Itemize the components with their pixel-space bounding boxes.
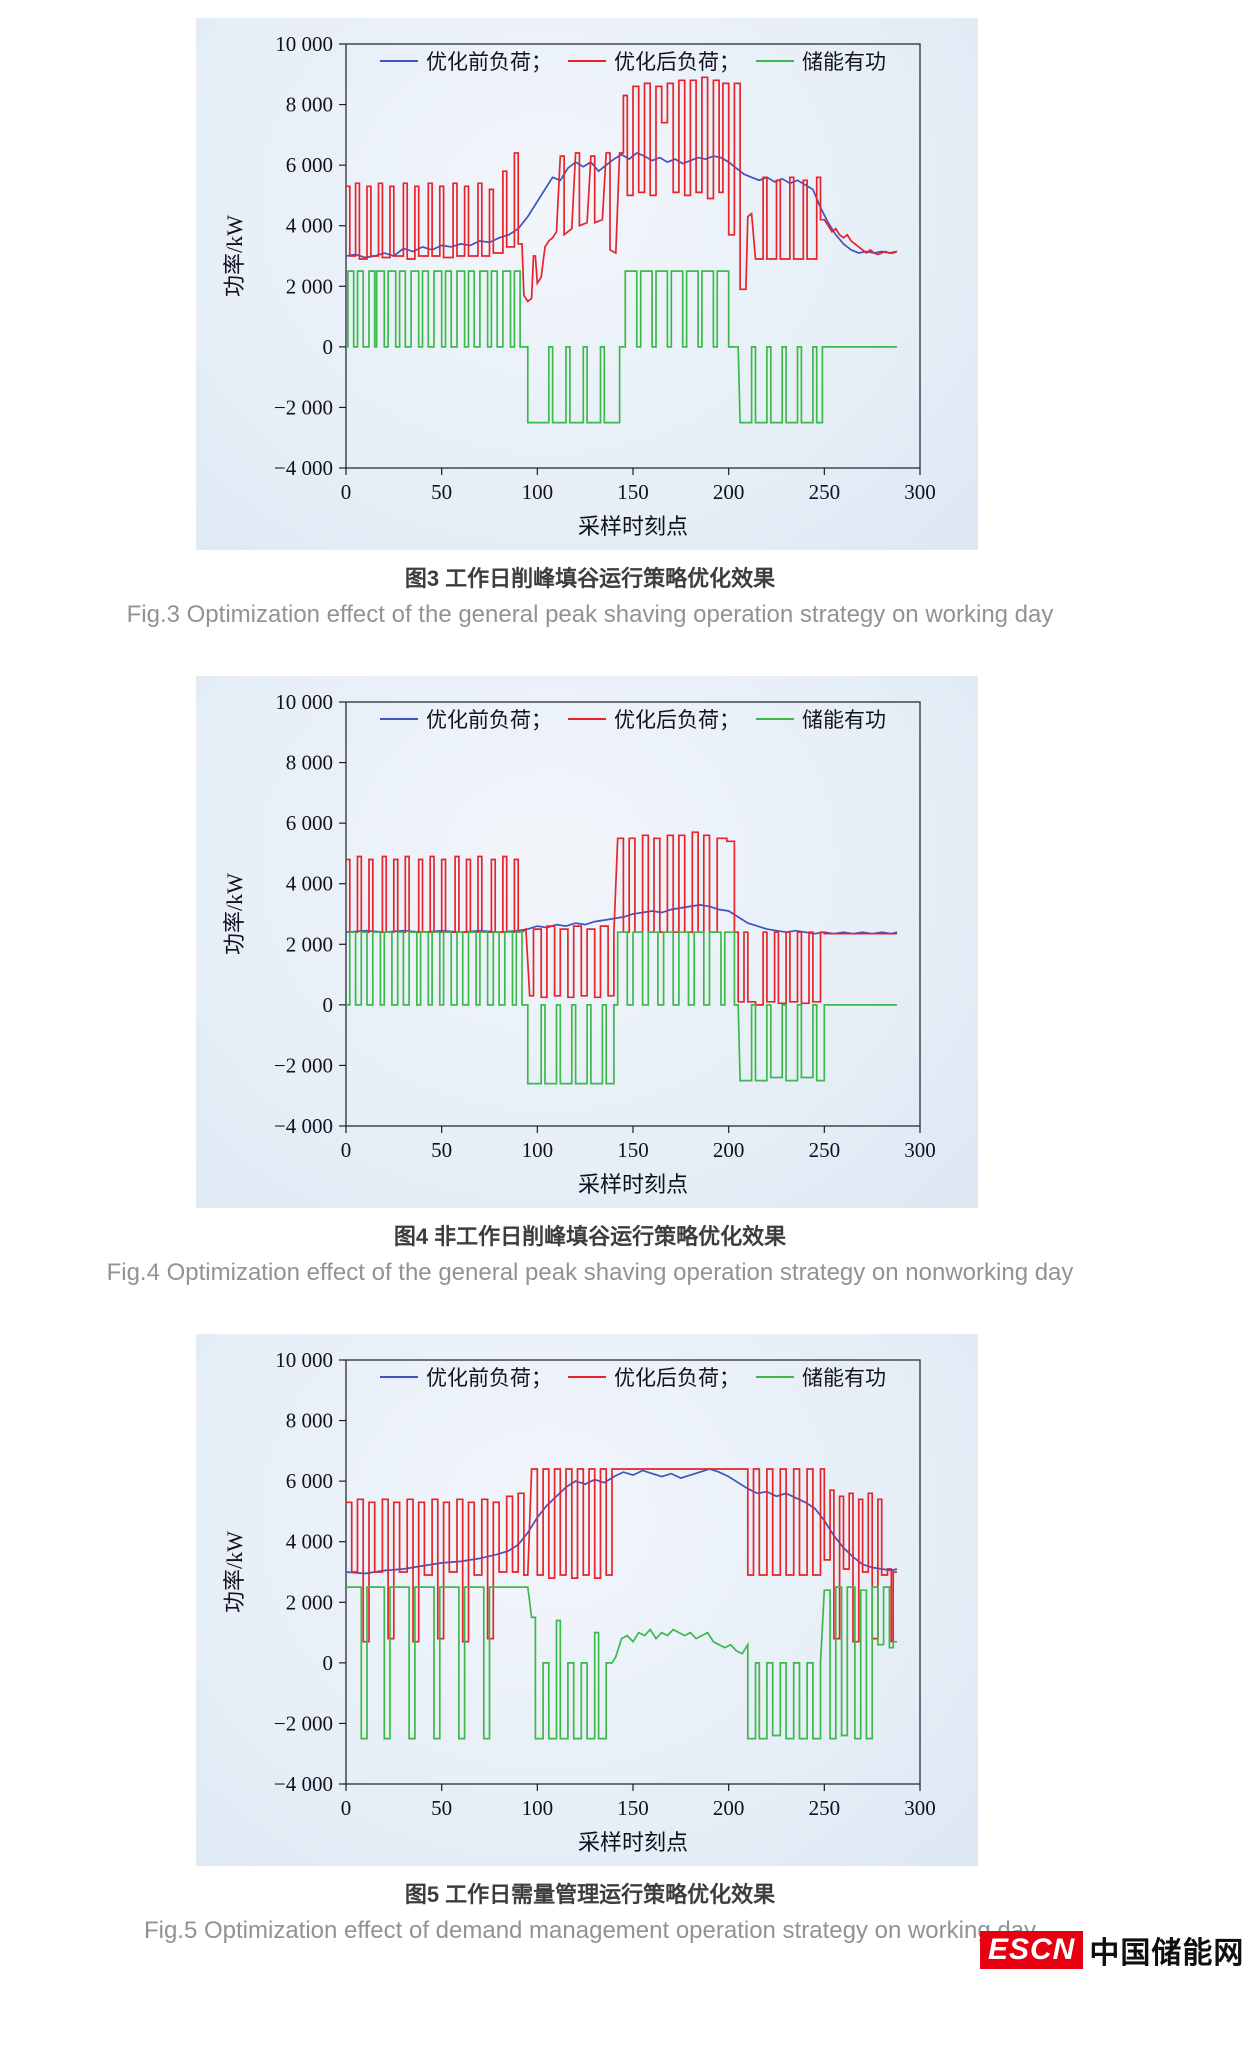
series-line-1	[346, 76, 898, 303]
y-tick-label: 4 000	[286, 214, 333, 238]
x-tick-label: 50	[431, 1138, 452, 1162]
y-tick-label: 10 000	[275, 32, 333, 56]
y-axis-title: 功率/kW	[222, 873, 247, 955]
y-axis-title: 功率/kW	[222, 1531, 247, 1613]
y-tick-label: 0	[323, 335, 334, 359]
y-tick-label: −4 000	[274, 1772, 333, 1796]
series-line-2	[346, 931, 897, 1085]
x-tick-label: 250	[809, 1138, 841, 1162]
y-tick-label: −4 000	[274, 456, 333, 480]
y-tick-label: 10 000	[275, 1348, 333, 1372]
x-tick-label: 300	[904, 480, 936, 504]
x-axis-title: 采样时刻点	[578, 1172, 688, 1197]
figure-caption-en: Fig.3 Optimization effect of the general…	[126, 601, 1054, 628]
escn-watermark: ESCN 中国储能网	[980, 1928, 1244, 1972]
x-tick-label: 200	[713, 480, 745, 504]
y-tick-label: −2 000	[274, 1053, 333, 1077]
y-tick-label: 6 000	[286, 1469, 333, 1493]
x-tick-label: 200	[713, 1796, 745, 1820]
y-tick-label: 2 000	[286, 274, 333, 298]
escn-logo-text: 中国储能网	[1089, 1937, 1245, 1970]
x-axis-title: 采样时刻点	[578, 514, 688, 539]
series-line-1	[346, 1468, 897, 1643]
x-tick-label: 0	[341, 1796, 352, 1820]
series-line-0	[345, 1468, 898, 1575]
x-tick-label: 150	[617, 1138, 649, 1162]
chart-canvas-fig3: 0 50 100 150 200 250 300 −4 000 −2 000 0 2 000 4 00…	[222, 32, 936, 539]
figure-caption-en: Fig.5 Optimization effect of demand mana…	[143, 1917, 1037, 1944]
x-tick-label: 0	[341, 480, 352, 504]
y-tick-label: −4 000	[274, 1114, 333, 1138]
y-tick-label: 6 000	[286, 811, 333, 835]
x-tick-label: 50	[431, 1796, 452, 1820]
y-tick-label: 2 000	[286, 1590, 333, 1614]
figure-caption-cn: 图5 工作日需量管理运行策略优化效果	[404, 1882, 776, 1907]
x-tick-label: 150	[617, 1796, 649, 1820]
x-tick-label: 50	[431, 480, 452, 504]
figure-caption-cn: 图4 非工作日削峰填谷运行策略优化效果	[393, 1224, 787, 1249]
x-tick-label: 100	[522, 1796, 554, 1820]
x-tick-label: 250	[809, 1796, 841, 1820]
x-tick-label: 300	[904, 1796, 936, 1820]
x-tick-label: 0	[341, 1138, 352, 1162]
series-line-2	[346, 270, 897, 424]
x-tick-label: 100	[522, 1138, 554, 1162]
y-tick-label: 0	[323, 993, 334, 1017]
chart-panel-fig5: 优化前负荷； 优化后负荷； 储能有功 0 50 100 150 200 250 300 −4 …	[196, 1334, 978, 1866]
y-axis-title: 功率/kW	[222, 215, 247, 297]
y-tick-label: 6 000	[286, 153, 333, 177]
chart-canvas-fig4: 0 50 100 150 200 250 300 −4 000 −2 000 0 2 000 4 00…	[222, 690, 936, 1197]
y-tick-label: 8 000	[286, 1409, 333, 1433]
y-tick-label: 2 000	[286, 932, 333, 956]
figure-3-section: 优化前负荷； 优化后负荷； 储能有功 0 50 100 150 200 250 300 −4 …	[0, 18, 1255, 630]
y-tick-label: −2 000	[274, 395, 333, 419]
series-line-0	[345, 904, 898, 935]
chart-panel-fig3: 优化前负荷； 优化后负荷； 储能有功 0 50 100 150 200 250 300 −4 …	[196, 18, 978, 550]
chart-panel-fig4: 优化前负荷； 优化后负荷； 储能有功 0 50 100 150 200 250 300 −4 …	[196, 676, 978, 1208]
figure-caption-en: Fig.4 Optimization effect of the general…	[106, 1259, 1074, 1286]
y-tick-label: 0	[323, 1651, 334, 1675]
x-tick-label: 300	[904, 1138, 936, 1162]
x-tick-label: 200	[713, 1138, 745, 1162]
y-tick-label: 8 000	[286, 93, 333, 117]
x-axis-title: 采样时刻点	[578, 1830, 688, 1855]
chart-canvas-fig5: 0 50 100 150 200 250 300 −4 000 −2 000 0 2 000 4 00…	[222, 1348, 936, 1855]
x-tick-label: 150	[617, 480, 649, 504]
escn-logo-badge: ESCN	[980, 1931, 1084, 1969]
y-tick-label: 4 000	[286, 872, 333, 896]
figure-5-section: 优化前负荷； 优化后负荷； 储能有功 0 50 100 150 200 250 300 −4 …	[0, 1334, 1255, 1946]
figure-caption-cn: 图3 工作日削峰填谷运行策略优化效果	[404, 566, 776, 591]
y-tick-label: 10 000	[275, 690, 333, 714]
y-tick-label: 4 000	[286, 1530, 333, 1554]
series-line-2	[346, 1586, 897, 1740]
x-tick-label: 250	[809, 480, 841, 504]
y-tick-label: 8 000	[286, 751, 333, 775]
y-tick-label: −2 000	[274, 1711, 333, 1735]
figure-4-section: 优化前负荷； 优化后负荷； 储能有功 0 50 100 150 200 250 300 −4 …	[0, 676, 1255, 1288]
x-tick-label: 100	[522, 480, 554, 504]
